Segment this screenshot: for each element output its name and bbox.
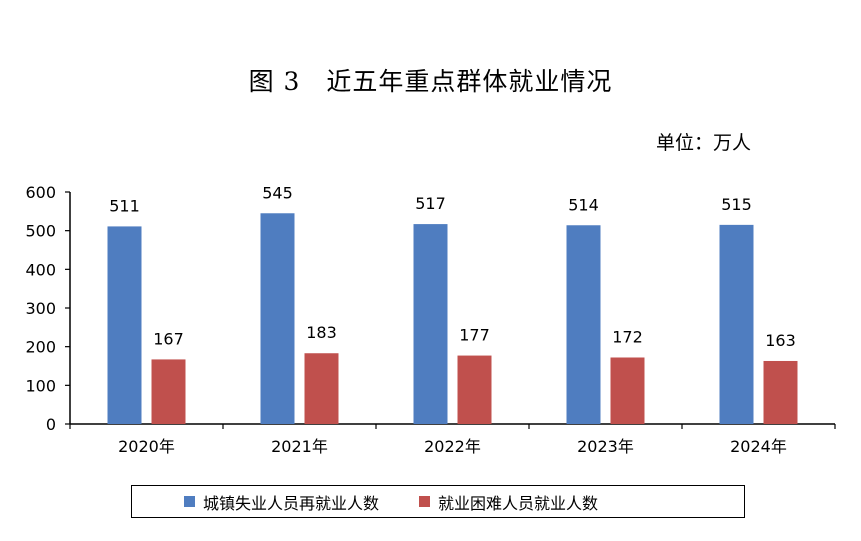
bar-series-1 [719, 224, 754, 424]
bar-series-1 [566, 225, 601, 424]
bar-series-2 [763, 360, 798, 424]
data-label-series-2: 177 [459, 326, 490, 345]
legend-label-series-2: 就业困难人员就业人数 [438, 493, 599, 513]
data-label-series-2: 172 [612, 327, 643, 346]
data-label-series-2: 163 [765, 331, 796, 350]
x-tick-label: 2024年 [730, 437, 787, 456]
legend-swatch-series-1 [184, 496, 195, 507]
y-tick-label: 300 [25, 299, 56, 318]
legend-label-series-1: 城镇失业人员再就业人数 [203, 493, 380, 513]
x-tick-label: 2022年 [424, 437, 481, 456]
bar-series-2 [151, 359, 186, 424]
legend-item-series-1: 城镇失业人员再就业人数 [184, 490, 379, 514]
x-tick-label: 2023年 [577, 437, 634, 456]
y-tick-label: 400 [25, 260, 56, 279]
y-tick-label: 200 [25, 338, 56, 357]
y-tick-label: 0 [46, 415, 56, 434]
bar-series-1 [413, 224, 448, 424]
data-label-series-1: 515 [721, 195, 752, 214]
chart-title: 图 3 近五年重点群体就业情况 [0, 62, 861, 98]
unit-label: 单位：万人 [656, 132, 752, 154]
figure-number: 图 3 [248, 67, 301, 96]
x-tick-label: 2021年 [271, 437, 328, 456]
bar-series-2 [457, 355, 492, 424]
bar-series-2 [304, 353, 339, 424]
x-tick-label: 2020年 [118, 437, 175, 456]
figure-title: 近五年重点群体就业情况 [326, 67, 613, 96]
legend: 城镇失业人员再就业人数 就业困难人员就业人数 [131, 485, 745, 518]
data-label-series-2: 183 [306, 323, 337, 342]
bar-chart: 0 100 200 300 400 500 600 511 167 2020年 545 183 2021… [25, 183, 836, 456]
bar-series-1 [260, 213, 295, 424]
data-label-series-1: 511 [109, 196, 140, 215]
legend-swatch-series-2 [419, 496, 431, 507]
data-label-series-1: 517 [415, 194, 446, 213]
data-label-series-2: 167 [153, 329, 184, 348]
bar-series-1 [107, 226, 142, 424]
bar-series-2 [610, 357, 645, 424]
data-label-series-1: 514 [568, 195, 599, 214]
legend-item-series-2: 就业困难人员就业人数 [419, 490, 598, 514]
y-tick-label: 100 [25, 376, 56, 395]
data-label-series-1: 545 [262, 183, 293, 202]
y-tick-label: 500 [25, 222, 56, 241]
y-tick-label: 600 [25, 183, 56, 202]
